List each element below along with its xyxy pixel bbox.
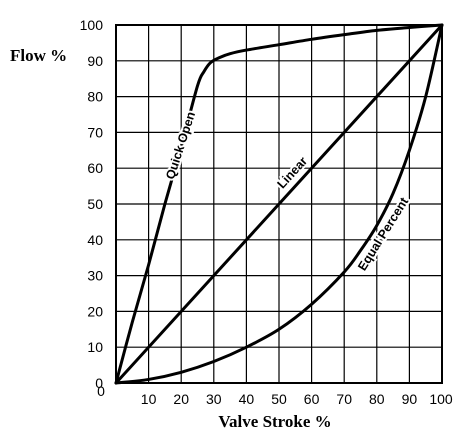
x-tick-label: 10 bbox=[141, 391, 157, 407]
x-tick-label: 60 bbox=[304, 391, 320, 407]
series-label-linear: Linear bbox=[275, 154, 311, 191]
series-line-equal-percent bbox=[114, 23, 444, 385]
series-line-quick-open bbox=[114, 23, 444, 385]
series-label-equal-percent: Equal Percent bbox=[355, 194, 411, 273]
y-tick-label: 0 bbox=[95, 375, 103, 391]
y-tick-label: 40 bbox=[87, 232, 103, 248]
x-tick-label: 0 bbox=[97, 383, 105, 399]
x-tick-label: 70 bbox=[336, 391, 352, 407]
x-tick-label: 20 bbox=[173, 391, 189, 407]
tick-labels: 0 10 20 30 40 50 60 70 80 90 100 0 10 20 30 40 50 60 70 80 9… bbox=[80, 17, 453, 407]
y-tick-label: 60 bbox=[87, 160, 103, 176]
y-tick-label: 30 bbox=[87, 268, 103, 284]
y-tick-label: 50 bbox=[87, 196, 103, 212]
x-axis-label: Valve Stroke % bbox=[218, 412, 331, 431]
x-tick-label: 100 bbox=[429, 391, 453, 407]
x-tick-label: 80 bbox=[369, 391, 385, 407]
y-tick-label: 10 bbox=[87, 339, 103, 355]
x-tick-label: 90 bbox=[402, 391, 418, 407]
y-tick-label: 20 bbox=[87, 303, 103, 319]
y-axis-label: Flow % bbox=[10, 46, 67, 65]
y-tick-label: 80 bbox=[87, 89, 103, 105]
x-tick-label: 50 bbox=[271, 391, 287, 407]
y-tick-label: 70 bbox=[87, 124, 103, 140]
series-line-linear bbox=[114, 23, 444, 385]
plot-frame bbox=[115, 24, 443, 384]
x-tick-label: 40 bbox=[239, 391, 255, 407]
x-tick-label: 30 bbox=[206, 391, 222, 407]
y-tick-label: 100 bbox=[80, 17, 104, 33]
y-tick-label: 90 bbox=[87, 53, 103, 69]
